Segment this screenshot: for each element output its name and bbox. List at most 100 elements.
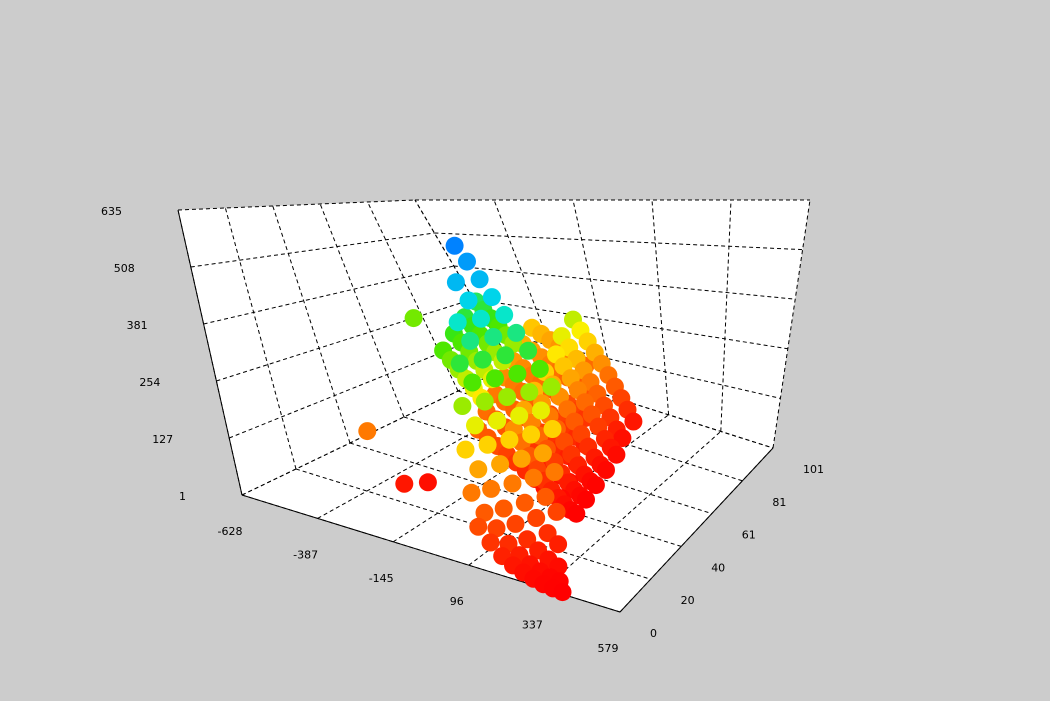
data-point — [395, 474, 414, 493]
data-point — [586, 476, 605, 495]
data-point — [470, 270, 489, 289]
back-wall-grid-line-horizontal — [492, 331, 781, 399]
z-tick-label: 635 — [101, 205, 122, 218]
back-wall-grid-line-horizontal — [434, 232, 803, 251]
data-point — [453, 397, 472, 415]
data-point — [469, 517, 488, 536]
data-point — [498, 388, 517, 406]
data-point — [553, 583, 572, 602]
data-point — [508, 364, 527, 383]
y-tick-label: 81 — [772, 496, 786, 509]
data-point — [510, 406, 529, 425]
data-point — [503, 474, 522, 493]
y-axis-line — [619, 447, 774, 613]
data-point — [597, 461, 615, 479]
data-point — [533, 444, 552, 463]
data-point — [418, 473, 437, 492]
x-tick-label: -387 — [293, 548, 318, 561]
back-wall-grid-line-vertical — [493, 199, 565, 382]
left-wall-grid-line-horizontal — [203, 265, 454, 325]
data-point — [473, 350, 492, 369]
data-point — [515, 493, 534, 512]
left-wall-grid-line-horizontal — [229, 331, 493, 439]
left-wall-grid-line-horizontal — [216, 298, 474, 382]
data-point — [527, 509, 546, 527]
floor-grid-line-x — [544, 431, 722, 589]
data-point — [532, 401, 550, 420]
data-point — [547, 502, 566, 521]
z-tick-label: 381 — [127, 319, 148, 332]
z-tick-label: 508 — [114, 262, 135, 275]
data-point — [456, 440, 475, 459]
data-point — [506, 514, 525, 533]
y-tick-label: 0 — [650, 627, 657, 640]
back-wall-grid-line-vertical — [651, 199, 670, 415]
left-wall — [178, 200, 512, 495]
data-point — [507, 323, 526, 342]
back-wall-grid-line-vertical — [572, 199, 617, 399]
data-point — [482, 479, 501, 498]
y-tick-label: 40 — [711, 561, 725, 574]
data-point — [530, 359, 549, 378]
data-point — [542, 377, 561, 396]
data-point — [486, 369, 504, 388]
data-point — [495, 305, 514, 324]
back-wall-grid-line-vertical — [720, 199, 732, 432]
data-point — [472, 309, 490, 328]
data-point — [448, 313, 467, 332]
data-point — [404, 309, 423, 328]
data-point — [458, 252, 476, 271]
data-point — [522, 425, 541, 444]
data-points — [358, 236, 643, 602]
z-tick-label: 254 — [139, 376, 160, 389]
z-axis-line — [177, 209, 243, 496]
data-point — [545, 463, 564, 481]
z-tick-label: 127 — [152, 433, 173, 446]
data-point — [450, 354, 469, 373]
data-point — [475, 503, 494, 522]
data-point — [607, 445, 626, 464]
data-point — [358, 422, 377, 441]
data-point — [445, 236, 464, 255]
data-point — [446, 273, 465, 292]
floor-grid-line-x — [317, 381, 565, 519]
data-point — [475, 392, 494, 411]
data-point — [463, 373, 482, 392]
x-tick-label: -628 — [218, 525, 243, 538]
data-point — [549, 535, 568, 554]
data-point — [488, 411, 507, 430]
left-wall-grid-line-horizontal — [241, 364, 513, 496]
tick-labels: -628 -387 -145 96 337 579 0 20 40 61 81 101 1 127 254 3… — [101, 205, 824, 655]
data-point — [536, 487, 555, 506]
data-point — [577, 490, 595, 509]
data-point — [469, 460, 488, 479]
x-tick-label: 579 — [598, 642, 619, 655]
data-point — [518, 530, 537, 549]
y-tick-label: 61 — [742, 529, 756, 542]
data-point — [466, 416, 484, 435]
left-wall-grid-line-vertical — [319, 203, 405, 418]
data-point — [624, 412, 643, 431]
data-point — [512, 449, 531, 468]
data-point — [520, 383, 539, 402]
floor-grid-line-x — [392, 397, 617, 543]
data-point — [491, 455, 510, 474]
left-wall-grid-line-horizontal — [190, 232, 435, 268]
back-wall — [415, 200, 810, 448]
data-point — [494, 499, 513, 518]
data-point — [481, 533, 500, 552]
data-point — [459, 291, 478, 310]
data-point — [524, 468, 543, 487]
back-wall-grid-line-horizontal — [453, 265, 796, 300]
z-tick-label: 1 — [179, 490, 186, 503]
x-tick-label: 337 — [522, 619, 543, 632]
x-tick-label: -145 — [369, 572, 394, 585]
data-point — [482, 288, 501, 307]
x-tick-label: 96 — [450, 595, 464, 608]
y-tick-label: 20 — [681, 594, 695, 607]
data-point — [462, 483, 481, 502]
data-point — [567, 504, 586, 523]
data-point — [484, 328, 503, 346]
